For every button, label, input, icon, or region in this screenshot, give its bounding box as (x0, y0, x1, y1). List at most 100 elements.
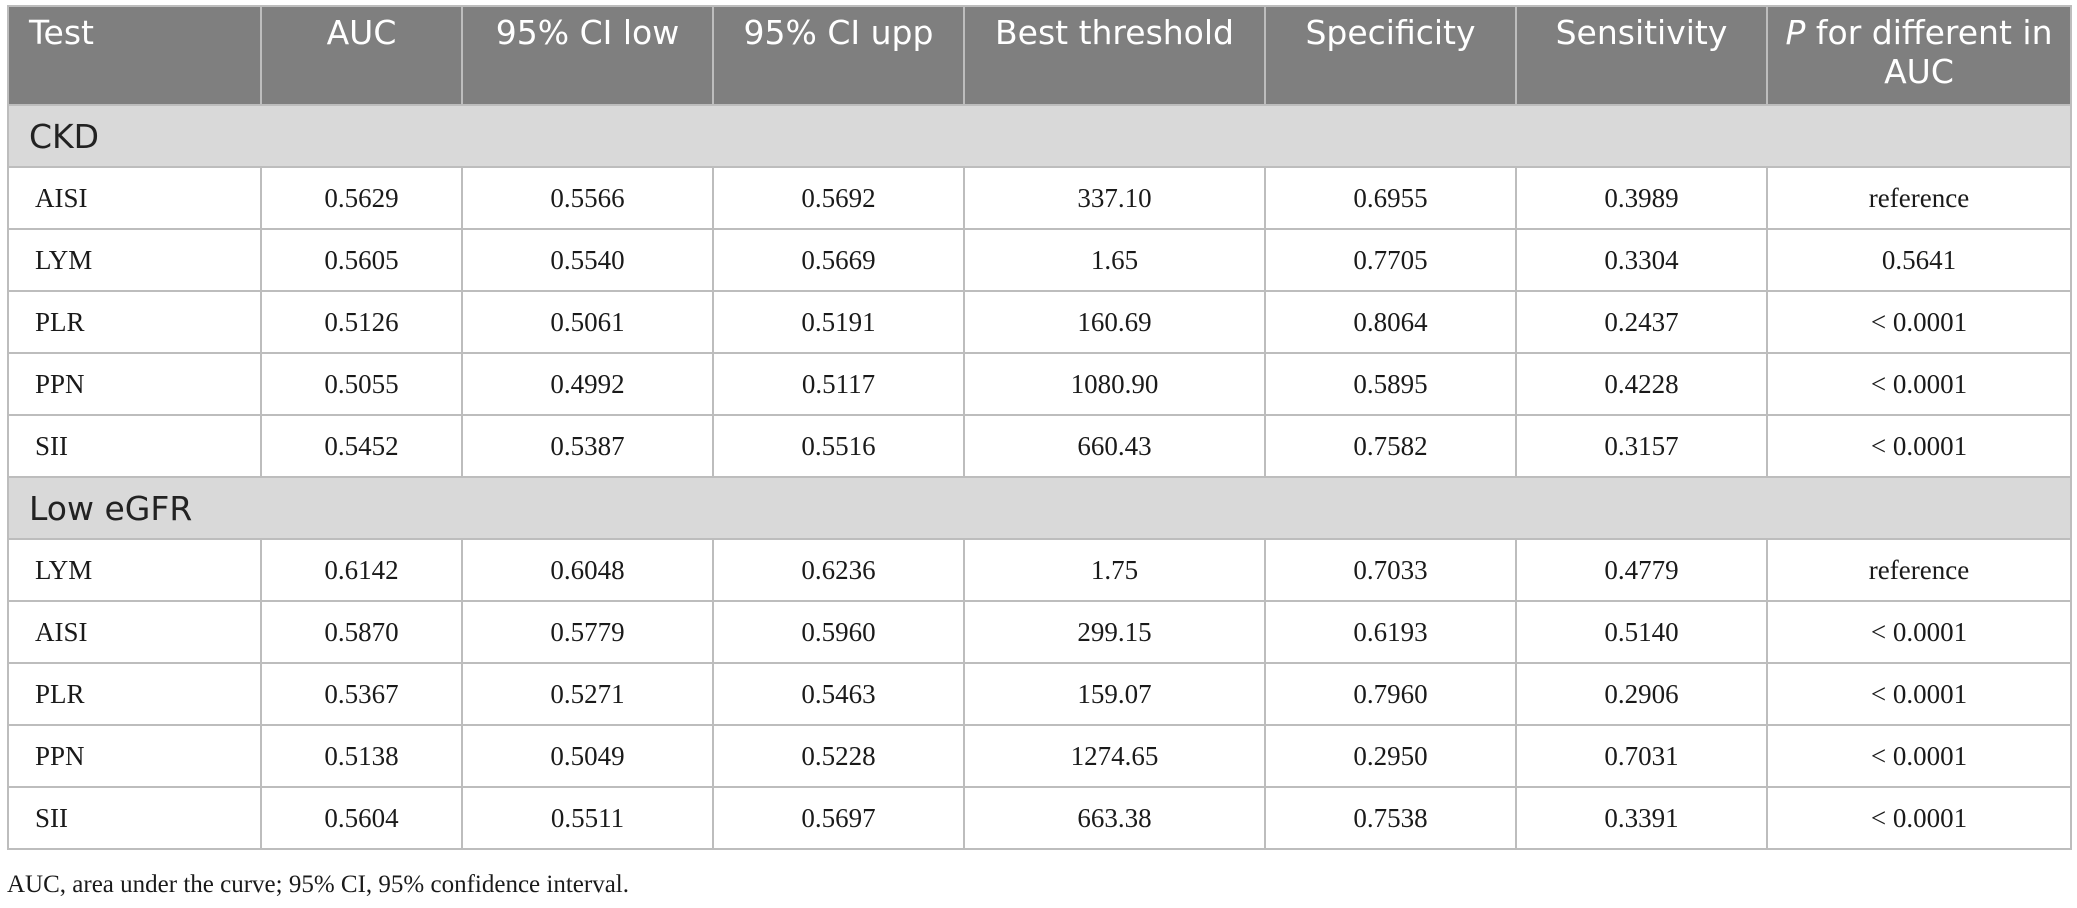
cell-test: AISI (7, 600, 262, 664)
cell-specificity: 0.6193 (1264, 600, 1517, 664)
header-p-value: P for different in AUC (1766, 5, 2072, 106)
cell-ci-upp: 0.5228 (712, 724, 965, 788)
cell-auc: 0.5452 (260, 414, 463, 478)
cell-p-value: 0.5641 (1766, 228, 2072, 292)
header-sensitivity: Sensitivity (1515, 5, 1768, 106)
table-row: PPN 0.5055 0.4992 0.5117 1080.90 0.5895 0.4228… (7, 352, 2072, 416)
cell-specificity: 0.5895 (1264, 352, 1517, 416)
cell-best-threshold: 337.10 (963, 166, 1266, 230)
cell-best-threshold: 1080.90 (963, 352, 1266, 416)
cell-p-value: < 0.0001 (1766, 352, 2072, 416)
cell-auc: 0.5367 (260, 662, 463, 726)
cell-best-threshold: 1.75 (963, 538, 1266, 602)
cell-specificity: 0.7705 (1264, 228, 1517, 292)
cell-sensitivity: 0.3989 (1515, 166, 1768, 230)
cell-best-threshold: 299.15 (963, 600, 1266, 664)
cell-sensitivity: 0.5140 (1515, 600, 1768, 664)
group-row: CKD (7, 104, 2072, 168)
cell-best-threshold: 160.69 (963, 290, 1266, 354)
cell-specificity: 0.7538 (1264, 786, 1517, 850)
auc-results-table: Test AUC 95% CI low 95% CI upp Best thre… (7, 5, 2072, 850)
table-header: Test AUC 95% CI low 95% CI upp Best thre… (7, 5, 2072, 106)
cell-best-threshold: 1.65 (963, 228, 1266, 292)
cell-auc: 0.5870 (260, 600, 463, 664)
cell-ci-low: 0.4992 (461, 352, 714, 416)
cell-ci-low: 0.6048 (461, 538, 714, 602)
table-row: SII 0.5452 0.5387 0.5516 660.43 0.7582 0.3157 <… (7, 414, 2072, 478)
header-specificity: Specificity (1264, 5, 1517, 106)
cell-ci-upp: 0.5697 (712, 786, 965, 850)
cell-ci-low: 0.5271 (461, 662, 714, 726)
table-row: SII 0.5604 0.5511 0.5697 663.38 0.7538 0.3391 <… (7, 786, 2072, 850)
cell-ci-low: 0.5540 (461, 228, 714, 292)
cell-specificity: 0.2950 (1264, 724, 1517, 788)
header-ci-low: 95% CI low (461, 5, 714, 106)
cell-ci-low: 0.5387 (461, 414, 714, 478)
cell-best-threshold: 663.38 (963, 786, 1266, 850)
cell-p-value: reference (1766, 538, 2072, 602)
header-best-threshold: Best threshold (963, 5, 1266, 106)
cell-ci-upp: 0.5669 (712, 228, 965, 292)
header-auc: AUC (260, 5, 463, 106)
cell-specificity: 0.7960 (1264, 662, 1517, 726)
cell-p-value: < 0.0001 (1766, 600, 2072, 664)
table-row: LYM 0.5605 0.5540 0.5669 1.65 0.7705 0.3304 0.5… (7, 228, 2072, 292)
cell-test: PPN (7, 724, 262, 788)
cell-auc: 0.5126 (260, 290, 463, 354)
cell-best-threshold: 660.43 (963, 414, 1266, 478)
cell-sensitivity: 0.3157 (1515, 414, 1768, 478)
cell-ci-upp: 0.5692 (712, 166, 965, 230)
cell-ci-low: 0.5049 (461, 724, 714, 788)
cell-test: PPN (7, 352, 262, 416)
cell-sensitivity: 0.4779 (1515, 538, 1768, 602)
table-row: AISI 0.5870 0.5779 0.5960 299.15 0.6193 0.5140… (7, 600, 2072, 664)
table-row: PLR 0.5367 0.5271 0.5463 159.07 0.7960 0.2906 <… (7, 662, 2072, 726)
table-row: LYM 0.6142 0.6048 0.6236 1.75 0.7033 0.4779 ref… (7, 538, 2072, 602)
cell-specificity: 0.6955 (1264, 166, 1517, 230)
cell-auc: 0.5055 (260, 352, 463, 416)
header-row: Test AUC 95% CI low 95% CI upp Best thre… (7, 5, 2072, 106)
header-p-italic: P (1785, 13, 1806, 52)
cell-test: LYM (7, 228, 262, 292)
table-row: PPN 0.5138 0.5049 0.5228 1274.65 0.2950 0.7031… (7, 724, 2072, 788)
cell-ci-upp: 0.5117 (712, 352, 965, 416)
cell-p-value: < 0.0001 (1766, 290, 2072, 354)
group-label: Low eGFR (7, 476, 2072, 540)
cell-p-value: reference (1766, 166, 2072, 230)
group-label: CKD (7, 104, 2072, 168)
cell-ci-upp: 0.5960 (712, 600, 965, 664)
cell-p-value: < 0.0001 (1766, 662, 2072, 726)
cell-sensitivity: 0.2906 (1515, 662, 1768, 726)
header-test: Test (7, 5, 262, 106)
cell-auc: 0.5605 (260, 228, 463, 292)
table-footnote: AUC, area under the curve; 95% CI, 95% c… (7, 871, 629, 898)
cell-sensitivity: 0.3391 (1515, 786, 1768, 850)
cell-ci-low: 0.5061 (461, 290, 714, 354)
results-table-container: Test AUC 95% CI low 95% CI upp Best thre… (7, 5, 2072, 850)
cell-specificity: 0.8064 (1264, 290, 1517, 354)
group-row: Low eGFR (7, 476, 2072, 540)
cell-specificity: 0.7033 (1264, 538, 1517, 602)
cell-auc: 0.5629 (260, 166, 463, 230)
header-p-rest: for different in AUC (1805, 13, 2053, 91)
header-ci-upp: 95% CI upp (712, 5, 965, 106)
cell-specificity: 0.7582 (1264, 414, 1517, 478)
cell-sensitivity: 0.4228 (1515, 352, 1768, 416)
cell-sensitivity: 0.7031 (1515, 724, 1768, 788)
cell-test: SII (7, 414, 262, 478)
cell-sensitivity: 0.3304 (1515, 228, 1768, 292)
cell-ci-low: 0.5779 (461, 600, 714, 664)
cell-p-value: < 0.0001 (1766, 414, 2072, 478)
cell-test: AISI (7, 166, 262, 230)
cell-auc: 0.5138 (260, 724, 463, 788)
cell-best-threshold: 1274.65 (963, 724, 1266, 788)
cell-ci-upp: 0.6236 (712, 538, 965, 602)
cell-ci-upp: 0.5191 (712, 290, 965, 354)
cell-ci-low: 0.5511 (461, 786, 714, 850)
cell-auc: 0.5604 (260, 786, 463, 850)
cell-ci-low: 0.5566 (461, 166, 714, 230)
cell-test: PLR (7, 290, 262, 354)
table-body: CKD AISI 0.5629 0.5566 0.5692 337.10 0.6955 0.3… (7, 104, 2072, 850)
cell-test: PLR (7, 662, 262, 726)
cell-test: LYM (7, 538, 262, 602)
